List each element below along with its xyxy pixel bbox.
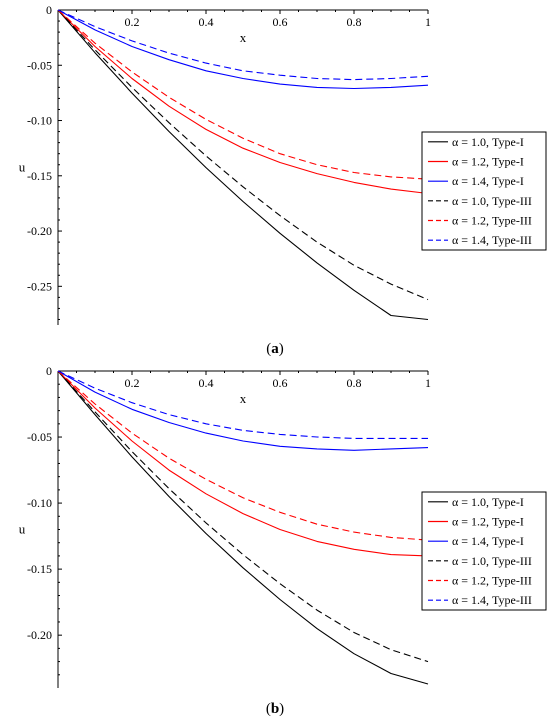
series-line-6 <box>57 370 428 439</box>
y-axis-label: u <box>19 522 26 537</box>
legend-entry-label: α = 1.2, Type-III <box>452 574 532 588</box>
legend-entry-label: α = 1.2, Type-I <box>452 155 524 169</box>
x-tick-label: 1 <box>425 15 431 29</box>
caption-paren-close: ) <box>279 341 284 357</box>
y-tick-label: -0.25 <box>27 279 52 293</box>
y-tick-label: -0.20 <box>27 628 52 642</box>
caption-paren-open: ( <box>266 701 271 717</box>
legend-entry-label: α = 1.4, Type-I <box>452 534 524 548</box>
x-axis-label: x <box>240 30 247 45</box>
caption-paren-close: ) <box>279 701 284 717</box>
x-axis-label: x <box>240 391 247 406</box>
series-line-1 <box>57 9 429 321</box>
legend-entry-label: α = 1.2, Type-III <box>452 214 532 228</box>
legend: α = 1.0, Type-I α = 1.2, Type-I α = 1.4, T… <box>421 131 547 251</box>
legend-box <box>421 491 547 611</box>
panel-caption: (a) <box>266 341 284 357</box>
legend-entry-label: α = 1.0, Type-III <box>452 194 532 208</box>
y-tick-label: -0.05 <box>27 430 52 444</box>
x-tick-label: 1 <box>425 376 431 390</box>
x-tick-label: 0.6 <box>273 376 288 390</box>
y-tick-label: -0.15 <box>27 169 52 183</box>
y-axis-label: u <box>19 160 26 175</box>
y-tick-label: -0.15 <box>27 562 52 576</box>
y-tick-label: 0 <box>46 3 52 17</box>
x-tick-label: 0.6 <box>273 15 288 29</box>
series-line-2 <box>57 9 429 195</box>
series-line-2 <box>57 370 429 557</box>
y-tick-label: -0.10 <box>27 114 52 128</box>
legend-entry-label: α = 1.4, Type-I <box>452 174 524 188</box>
series-line-4 <box>57 370 429 663</box>
series-line-3 <box>57 370 429 451</box>
y-tick-label: 0 <box>46 364 52 378</box>
series-line-5 <box>57 370 429 541</box>
legend-entry-label: α = 1.0, Type-I <box>452 495 524 509</box>
legend-entry-label: α = 1.2, Type-I <box>452 515 524 529</box>
caption-paren-open: ( <box>266 341 271 357</box>
y-tick-label: -0.05 <box>27 58 52 72</box>
x-tick-label: 0.4 <box>199 376 214 390</box>
legend: α = 1.0, Type-I α = 1.2, Type-I α = 1.4, T… <box>421 491 547 611</box>
legend-entry-label: α = 1.4, Type-III <box>452 233 532 247</box>
legend-entry-label: α = 1.0, Type-I <box>452 135 524 149</box>
x-tick-label: 0.8 <box>347 15 362 29</box>
series-line-5 <box>57 9 429 180</box>
y-tick-label: -0.20 <box>27 224 52 238</box>
series-line-3 <box>57 9 429 90</box>
legend-entry-label: α = 1.4, Type-III <box>452 593 532 607</box>
series-line-6 <box>57 9 429 81</box>
legend-box <box>421 131 547 251</box>
chart-panel-a: 0.2 0.4 0.6 0.8 1 0 -0.05 -0.10 -0.15 -0.20 -0.25 x… <box>19 3 547 357</box>
x-tick-label: 0.2 <box>125 376 140 390</box>
y-tick-label: -0.10 <box>27 496 52 510</box>
panel-caption: (b) <box>266 701 284 717</box>
chart-panel-b: 0.2 0.4 0.6 0.8 1 0 -0.05 -0.10 -0.15 -0.20 x u α = … <box>19 364 547 717</box>
series-line-4 <box>57 9 429 301</box>
series-line-1 <box>57 370 429 685</box>
legend-entry-label: α = 1.0, Type-III <box>452 554 532 568</box>
x-tick-label: 0.8 <box>347 376 362 390</box>
x-tick-label: 0.2 <box>125 15 140 29</box>
panel-label: b <box>271 701 279 717</box>
x-tick-label: 0.4 <box>199 15 214 29</box>
panel-label: a <box>271 341 279 357</box>
